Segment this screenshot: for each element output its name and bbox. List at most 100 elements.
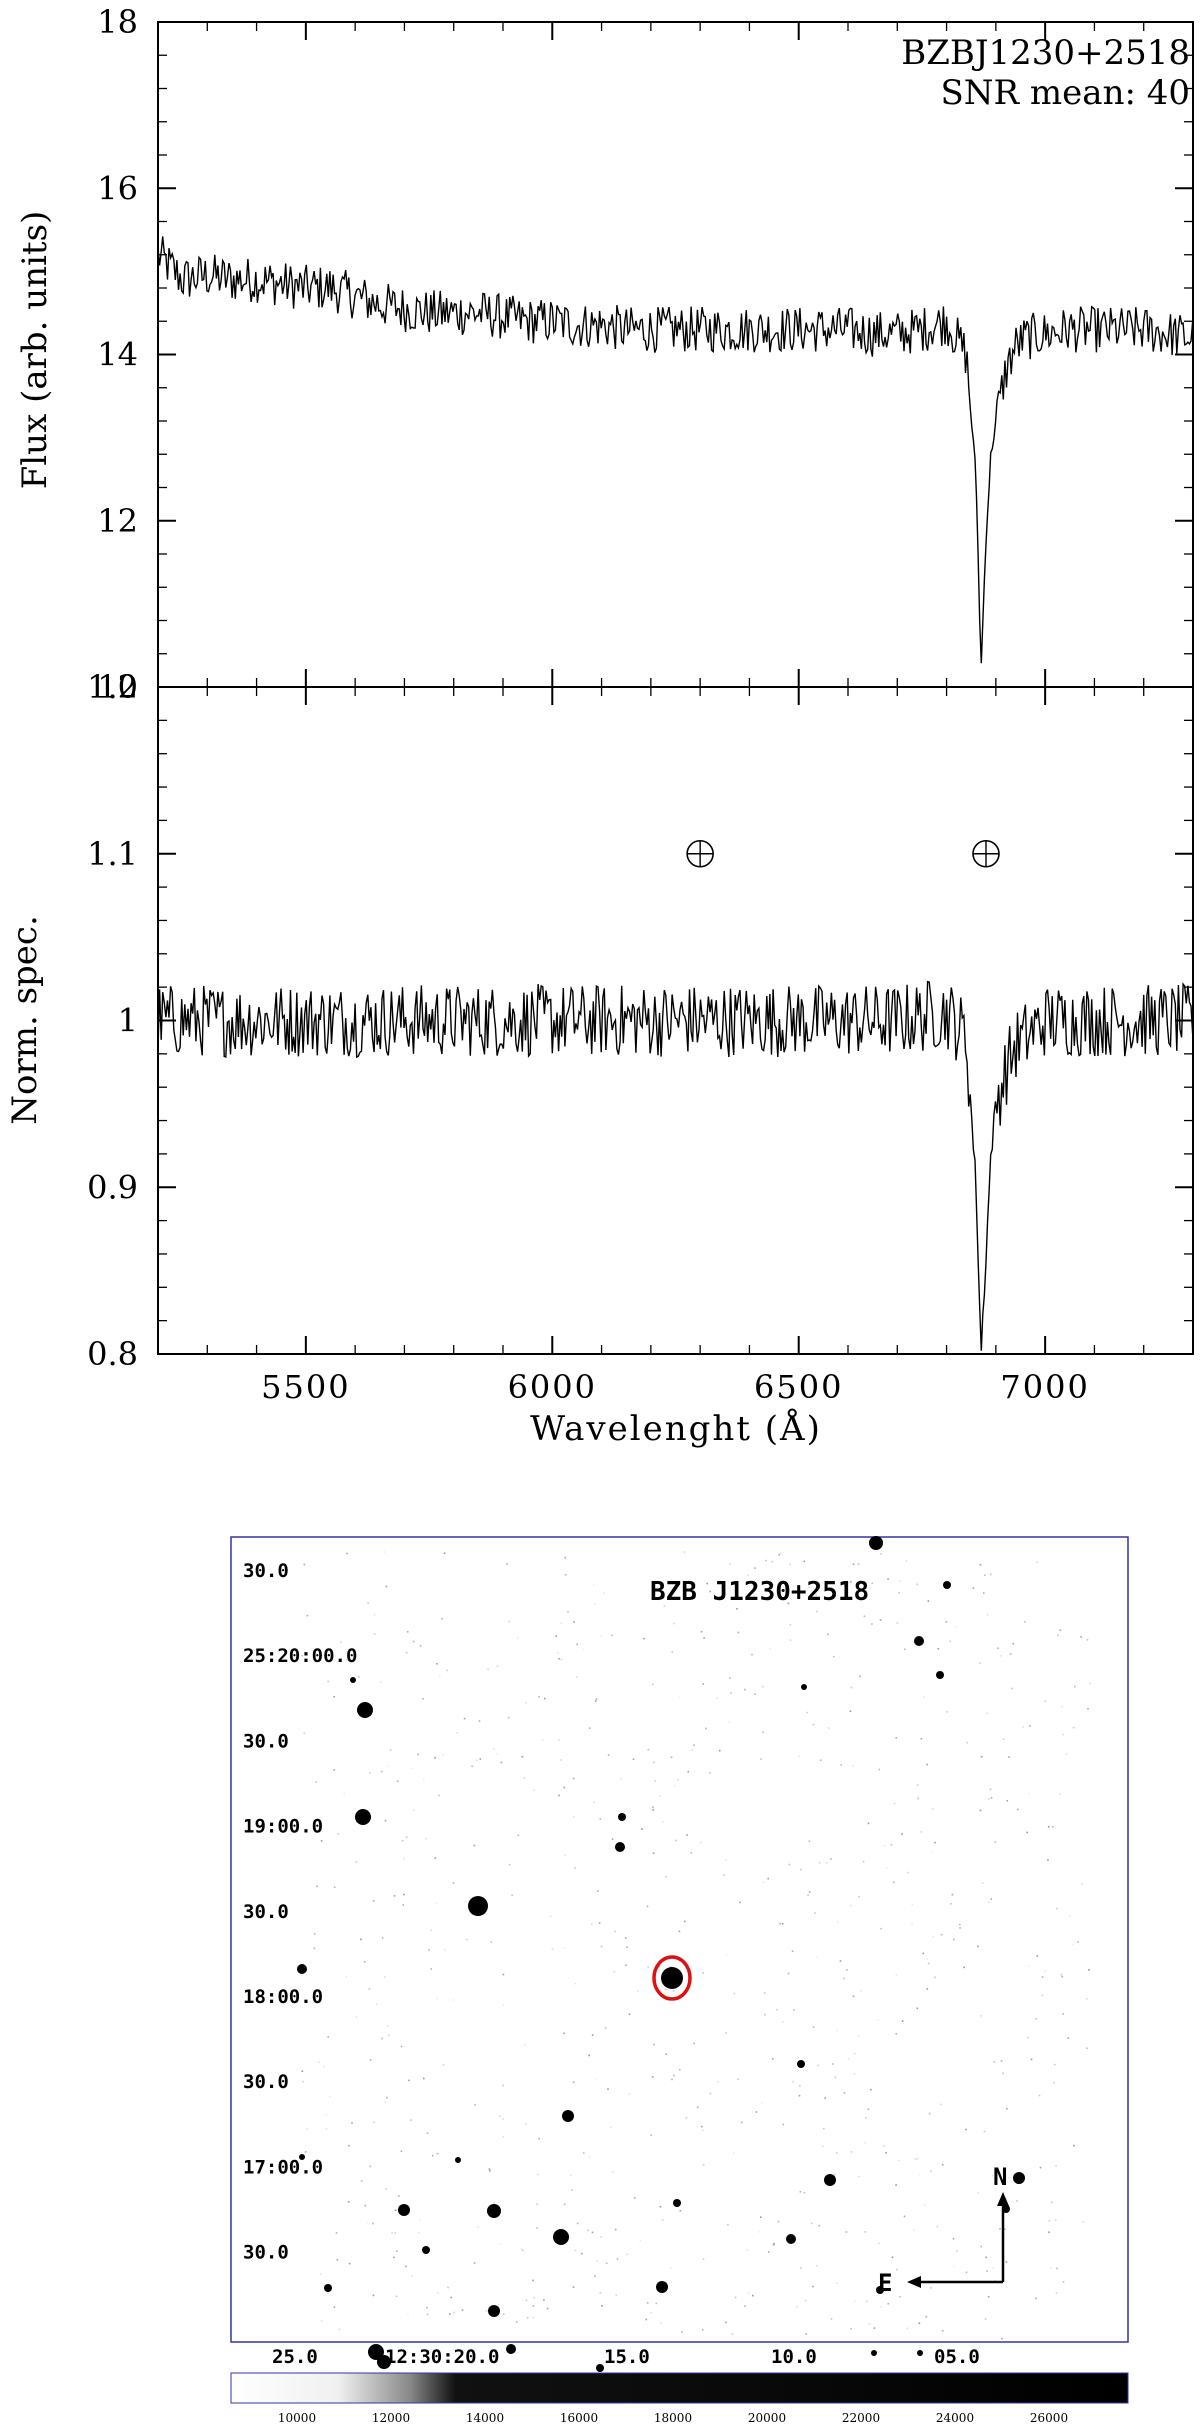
noise-speck <box>1060 1973 1063 1976</box>
noise-speck <box>791 1950 794 1953</box>
noise-speck <box>601 2305 603 2307</box>
noise-speck <box>702 2258 705 2260</box>
noise-speck <box>1002 2072 1004 2075</box>
noise-speck <box>348 2262 351 2265</box>
noise-speck <box>871 1582 873 1585</box>
noise-speck <box>650 2311 652 2314</box>
noise-speck <box>1062 2281 1065 2283</box>
noise-speck <box>830 2318 833 2320</box>
noise-speck <box>1086 1639 1089 1641</box>
noise-speck <box>434 1757 436 1759</box>
noise-speck <box>521 1755 524 1758</box>
noise-speck <box>611 2171 614 2173</box>
noise-speck <box>952 2237 955 2240</box>
noise-speck <box>647 1748 650 1751</box>
noise-speck <box>397 2204 400 2206</box>
y-tick-label: 12 <box>97 502 138 540</box>
noise-speck <box>406 1631 409 1633</box>
noise-speck <box>551 1948 554 1950</box>
noise-speck <box>499 2243 502 2245</box>
noise-speck <box>670 1756 673 1759</box>
noise-speck <box>789 1639 792 1641</box>
noise-speck <box>1081 1883 1083 1885</box>
noise-speck <box>799 2191 802 2193</box>
noise-speck <box>1039 2166 1042 2169</box>
noise-speck <box>747 1574 750 1577</box>
noise-speck <box>723 1874 725 1876</box>
noise-speck <box>1001 2337 1003 2340</box>
noise-speck <box>646 1905 649 1908</box>
noise-speck <box>1055 2292 1058 2294</box>
noise-speck <box>1022 1726 1024 1728</box>
noise-speck <box>895 2033 898 2035</box>
noise-speck <box>731 2333 734 2335</box>
noise-speck <box>865 2117 867 2119</box>
star <box>506 2344 516 2354</box>
noise-speck <box>335 2232 338 2234</box>
noise-speck <box>379 1681 382 1683</box>
noise-speck <box>600 2236 602 2238</box>
noise-speck <box>1006 2108 1008 2110</box>
noise-speck <box>536 2203 538 2206</box>
x-tick-label: 7000 <box>1000 1368 1089 1406</box>
noise-speck <box>733 1992 736 1995</box>
noise-speck <box>901 1833 903 1835</box>
noise-speck <box>752 2294 754 2297</box>
noise-speck <box>1059 1793 1061 1795</box>
noise-speck <box>405 2265 407 2268</box>
noise-speck <box>499 2115 501 2117</box>
noise-speck <box>772 2244 775 2246</box>
noise-speck <box>1069 1915 1071 1917</box>
noise-speck <box>831 2063 834 2065</box>
noise-speck <box>984 2318 987 2320</box>
noise-speck <box>517 1834 520 1836</box>
noise-speck <box>845 2231 848 2233</box>
noise-speck <box>734 2296 737 2299</box>
noise-speck <box>1062 1733 1065 1736</box>
noise-speck <box>1055 2219 1057 2221</box>
dec-label: 25:20:00.0 <box>243 1645 357 1667</box>
noise-speck <box>843 2092 846 2094</box>
noise-speck <box>426 2313 429 2316</box>
noise-speck <box>850 2151 853 2153</box>
noise-speck <box>315 1781 317 1783</box>
noise-speck <box>502 1973 505 1976</box>
noise-speck <box>931 1851 934 1854</box>
noise-speck <box>425 1837 427 1840</box>
noise-speck <box>532 2305 535 2307</box>
noise-speck <box>1044 1970 1047 1972</box>
noise-speck <box>665 2053 667 2056</box>
noise-speck <box>796 2305 798 2308</box>
noise-speck <box>388 2034 390 2037</box>
noise-speck <box>1009 1653 1012 1655</box>
noise-speck <box>571 2189 573 2191</box>
noise-speck <box>662 1821 664 1823</box>
noise-speck <box>442 2064 445 2066</box>
noise-speck <box>600 1945 603 1948</box>
noise-speck <box>520 2247 522 2250</box>
noise-speck <box>1027 2036 1029 2039</box>
noise-speck <box>563 2032 565 2035</box>
noise-speck <box>822 2145 824 2147</box>
noise-speck <box>989 1573 992 1576</box>
noise-speck <box>488 2168 491 2170</box>
noise-speck <box>614 1930 616 1933</box>
noise-speck <box>502 2084 505 2087</box>
noise-speck <box>555 1635 558 1637</box>
noise-speck <box>977 1945 979 1948</box>
star <box>455 2157 461 2163</box>
noise-speck <box>574 2249 577 2252</box>
noise-speck <box>502 2004 505 2006</box>
noise-speck <box>546 2307 549 2310</box>
noise-speck <box>655 2302 658 2305</box>
noise-speck <box>426 2132 429 2134</box>
noise-speck <box>1085 1998 1088 2000</box>
noise-speck <box>760 2102 763 2104</box>
noise-speck <box>599 2292 602 2294</box>
noise-speck <box>703 1637 705 1639</box>
noise-speck <box>852 1995 855 1998</box>
noise-speck <box>981 1882 984 1884</box>
noise-speck <box>880 1927 882 1930</box>
noise-speck <box>812 1723 815 1726</box>
noise-speck <box>991 2174 994 2177</box>
